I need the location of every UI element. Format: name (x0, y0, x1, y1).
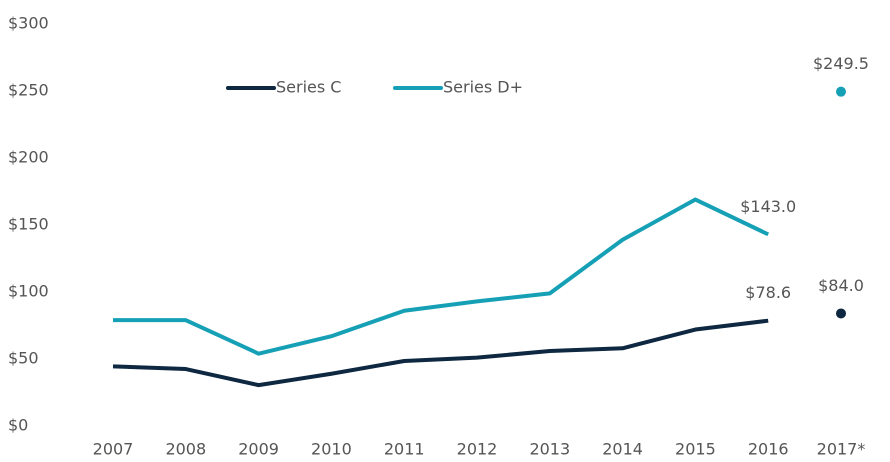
y-tick-label: $250 (8, 81, 49, 100)
x-tick-label: 2012 (457, 440, 498, 459)
y-tick-label: $0 (8, 416, 28, 435)
x-tick-label: 2017* (817, 440, 866, 459)
x-tick-label: 2015 (675, 440, 716, 459)
legend-label: Series D+ (443, 78, 523, 97)
y-tick-label: $50 (8, 349, 39, 368)
x-tick-label: 2007 (93, 440, 134, 459)
series-line (113, 197, 770, 356)
series-line (112, 318, 769, 388)
y-tick-label: $100 (8, 282, 49, 301)
x-tick-label: 2016 (748, 440, 789, 459)
estimate-point (836, 86, 846, 97)
x-tick-label: 2010 (311, 440, 352, 459)
x-tick-label: 2009 (238, 440, 279, 459)
y-tick-label: $300 (8, 14, 49, 33)
legend-label: Series C (276, 78, 341, 97)
data-label: $78.6 (745, 283, 791, 302)
x-tick-label: 2008 (165, 440, 206, 459)
x-tick-label: 2013 (529, 440, 570, 459)
y-tick-label: $200 (8, 148, 49, 167)
data-label: $84.0 (818, 276, 864, 295)
y-tick-label: $150 (8, 215, 49, 234)
estimate-point (836, 308, 846, 319)
data-label: $143.0 (740, 197, 796, 216)
x-tick-label: 2011 (384, 440, 425, 459)
x-tick-label: 2014 (602, 440, 643, 459)
data-label: $249.5 (813, 54, 869, 73)
